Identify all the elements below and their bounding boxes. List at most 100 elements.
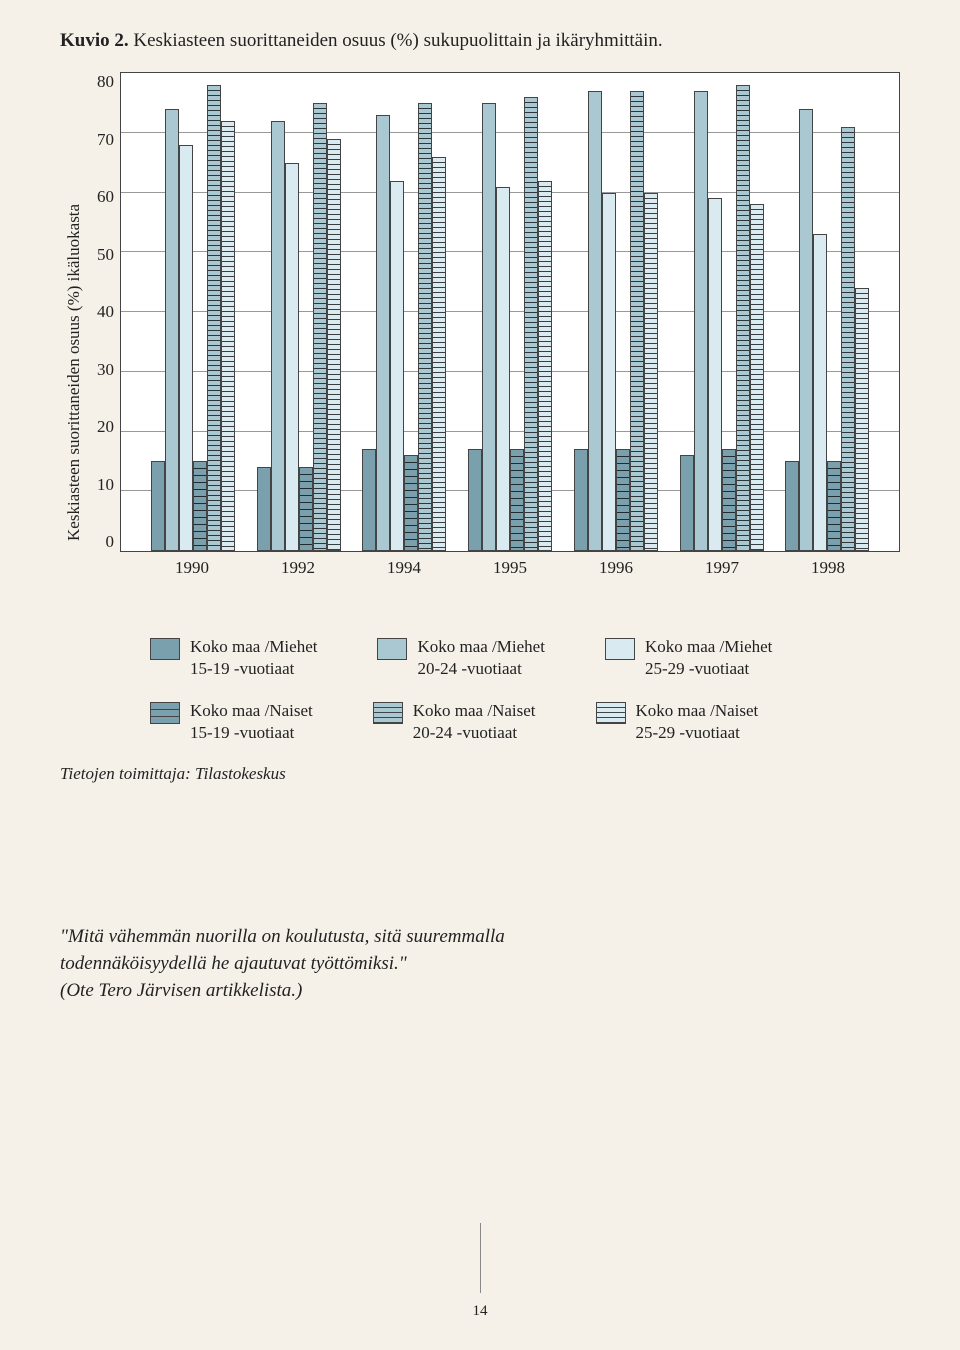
y-tick-label: 30 [84,360,114,380]
legend-swatch [596,702,626,724]
legend-label-line: Koko maa /Miehet [645,636,772,658]
legend-item: Koko maa /Naiset15-19 -vuotiaat [150,700,313,744]
figure-title: Kuvio 2. Keskiasteen suorittaneiden osuu… [60,30,900,52]
x-tick-label: 1990 [150,558,234,578]
legend-label: Koko maa /Naiset25-29 -vuotiaat [636,700,759,744]
bar [785,461,799,551]
bar [165,109,179,551]
legend-item: Koko maa /Miehet25-29 -vuotiaat [605,636,772,680]
legend-label-line: Koko maa /Miehet [190,636,317,658]
legend-item: Koko maa /Miehet20-24 -vuotiaat [377,636,544,680]
bar [630,91,644,551]
footer-divider [480,1223,481,1293]
bar [524,97,538,551]
data-source: Tietojen toimittaja: Tilastokeskus [60,764,900,784]
legend-swatch [605,638,635,660]
bar [257,467,271,551]
legend-row-naiset: Koko maa /Naiset15-19 -vuotiaatKoko maa … [150,700,900,744]
x-axis-labels: 1990199219941995199619971998 [120,552,900,578]
bar [468,449,482,551]
bar [299,467,313,551]
x-tick-label: 1998 [786,558,870,578]
bar [193,461,207,551]
figure-number: Kuvio 2. [60,30,129,51]
legend-label: Koko maa /Miehet20-24 -vuotiaat [417,636,544,680]
chart: Keskiasteen suorittaneiden osuus (%) ikä… [60,72,900,612]
y-tick-label: 80 [84,72,114,92]
bar [271,121,285,551]
page: Kuvio 2. Keskiasteen suorittaneiden osuu… [0,0,960,1350]
legend-swatch [150,638,180,660]
legend-swatch [377,638,407,660]
bar [221,121,235,551]
y-tick-label: 40 [84,302,114,322]
year-group [151,73,235,551]
bar [510,449,524,551]
legend-item: Koko maa /Naiset20-24 -vuotiaat [373,700,536,744]
quote-line: "Mitä vähemmän nuorilla on koulutusta, s… [60,924,900,951]
y-tick-label: 60 [84,187,114,207]
bar [855,288,869,551]
bar [285,163,299,551]
y-tick-label: 20 [84,417,114,437]
legend-label-line: 15-19 -vuotiaat [190,658,317,680]
legend: Koko maa /Miehet15-19 -vuotiaatKoko maa … [150,636,900,744]
legend-label: Koko maa /Miehet25-29 -vuotiaat [645,636,772,680]
bar [418,103,432,551]
bar [736,85,750,551]
plot-area: 1990199219941995199619971998 [120,72,900,612]
y-axis-label: Keskiasteen suorittaneiden osuus (%) ikä… [60,72,84,612]
bar [750,204,764,551]
bar [602,193,616,552]
legend-label: Koko maa /Naiset20-24 -vuotiaat [413,700,536,744]
legend-label-line: 20-24 -vuotiaat [417,658,544,680]
bar [841,127,855,551]
x-tick-label: 1997 [680,558,764,578]
year-group [574,73,658,551]
x-tick-label: 1992 [256,558,340,578]
y-tick-label: 0 [84,532,114,552]
bar [404,455,418,551]
legend-label-line: 15-19 -vuotiaat [190,722,313,744]
quote-attribution: (Ote Tero Järvisen artikkelista.) [60,978,900,1005]
quote-line: todennäköisyydellä he ajautuvat työttömi… [60,951,900,978]
x-tick-label: 1996 [574,558,658,578]
legend-item: Koko maa /Miehet15-19 -vuotiaat [150,636,317,680]
x-tick-label: 1994 [362,558,446,578]
bar [390,181,404,551]
bar [496,187,510,551]
bar [327,139,341,551]
legend-label-line: 25-29 -vuotiaat [645,658,772,680]
legend-swatch [373,702,403,724]
bar [644,193,658,552]
bar [207,85,221,551]
quote-block: "Mitä vähemmän nuorilla on koulutusta, s… [60,924,900,1004]
bar [432,157,446,551]
y-axis-ticks: 80706050403020100 [84,72,120,552]
year-group [362,73,446,551]
y-tick-label: 70 [84,130,114,150]
legend-label: Koko maa /Naiset15-19 -vuotiaat [190,700,313,744]
legend-row-miehet: Koko maa /Miehet15-19 -vuotiaatKoko maa … [150,636,900,680]
bar [151,461,165,551]
bar [827,461,841,551]
year-group [680,73,764,551]
bar [538,181,552,551]
legend-swatch [150,702,180,724]
bar [482,103,496,551]
bar [799,109,813,551]
legend-label-line: Koko maa /Naiset [190,700,313,722]
bar [708,198,722,551]
legend-label: Koko maa /Miehet15-19 -vuotiaat [190,636,317,680]
plot-inner [120,72,900,552]
bar [376,115,390,551]
bar [616,449,630,551]
bar [694,91,708,551]
legend-label-line: Koko maa /Miehet [417,636,544,658]
page-footer: 14 [0,1223,960,1320]
bar [813,234,827,551]
bar [574,449,588,551]
legend-item: Koko maa /Naiset25-29 -vuotiaat [596,700,759,744]
year-group [468,73,552,551]
legend-label-line: 25-29 -vuotiaat [636,722,759,744]
